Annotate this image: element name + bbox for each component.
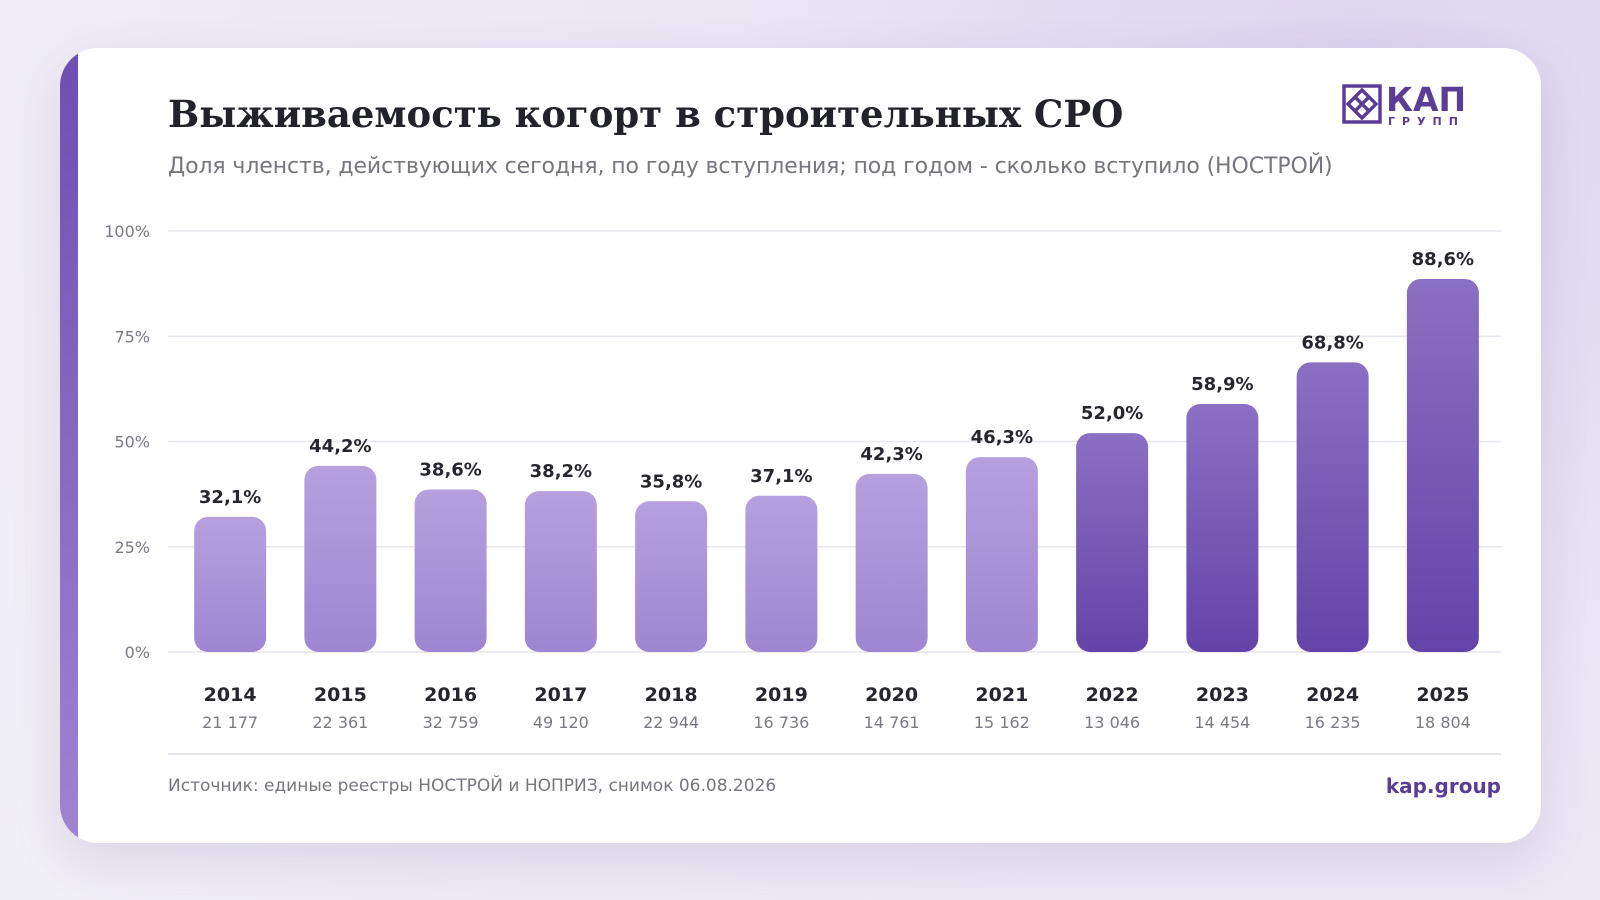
x-tick-label: 2020 <box>865 684 918 706</box>
bar-value-label: 35,8% <box>640 471 702 492</box>
cohort-count-label: 16 736 <box>753 713 809 732</box>
bar-value-label: 88,6% <box>1412 249 1474 270</box>
accent-stripe <box>60 48 78 843</box>
logo-mark-icon <box>1342 84 1382 124</box>
footer-divider <box>168 753 1501 755</box>
x-tick-label: 2015 <box>314 684 367 706</box>
cohort-count-label: 49 120 <box>533 713 589 732</box>
x-tick-label: 2018 <box>645 684 698 706</box>
x-tick-label: 2017 <box>534 684 587 706</box>
source-note: Источник: единые реестры НОСТРОЙ и НОПРИ… <box>168 776 777 796</box>
logo-word: КАП <box>1386 80 1467 119</box>
y-tick-label: 25% <box>114 538 150 557</box>
cohort-count-label: 22 944 <box>643 713 699 732</box>
bar-2016 <box>414 489 487 652</box>
brand-logo: КАП ГРУПП <box>1342 80 1472 128</box>
bar-value-label: 32,1% <box>199 487 261 508</box>
y-tick-label: 75% <box>114 327 150 346</box>
cohort-count-label: 22 361 <box>312 713 368 732</box>
cohort-count-label: 21 177 <box>202 713 258 732</box>
bar-2025 <box>1406 278 1479 652</box>
cohort-count-label: 13 046 <box>1084 713 1140 732</box>
x-tick-label: 2024 <box>1306 684 1359 706</box>
bar-value-label: 46,3% <box>971 427 1033 448</box>
bar-2014 <box>194 516 267 652</box>
bar-value-label: 38,6% <box>419 459 481 480</box>
bar-value-label: 37,1% <box>750 466 812 487</box>
y-tick-label: 100% <box>104 222 150 241</box>
cohort-count-label: 18 804 <box>1415 713 1471 732</box>
bar-2024 <box>1296 362 1369 652</box>
x-tick-label: 2022 <box>1086 684 1139 706</box>
site-link[interactable]: kap.group <box>1385 774 1501 798</box>
bar-value-label: 58,9% <box>1191 374 1253 395</box>
bar-2021 <box>965 457 1038 652</box>
cohort-count-label: 16 235 <box>1305 713 1361 732</box>
bar-2018 <box>635 501 708 652</box>
x-tick-label: 2025 <box>1416 684 1469 706</box>
bar-2022 <box>1076 433 1149 652</box>
x-tick-label: 2019 <box>755 684 808 706</box>
x-tick-label: 2016 <box>424 684 477 706</box>
x-tick-label: 2021 <box>975 684 1028 706</box>
bar-value-label: 68,8% <box>1301 332 1363 353</box>
x-tick-label: 2014 <box>204 684 257 706</box>
bar-2020 <box>855 473 928 652</box>
bar-2017 <box>524 491 597 652</box>
chart-title: Выживаемость когорт в строительных СРО <box>168 92 1124 136</box>
chart-subtitle: Доля членств, действующих сегодня, по го… <box>168 154 1333 179</box>
chart-card: Выживаемость когорт в строительных СРО Д… <box>60 48 1541 843</box>
bar-2015 <box>304 465 377 652</box>
bar-value-label: 38,2% <box>530 461 592 482</box>
bar-2019 <box>745 495 818 652</box>
cohort-count-label: 32 759 <box>423 713 479 732</box>
y-tick-label: 0% <box>125 643 150 662</box>
logo-subword: ГРУПП <box>1388 115 1465 128</box>
bar-value-label: 44,2% <box>309 436 371 457</box>
cohort-count-label: 14 454 <box>1194 713 1250 732</box>
cohort-count-label: 15 162 <box>974 713 1030 732</box>
cohort-count-label: 14 761 <box>864 713 920 732</box>
bar-value-label: 52,0% <box>1081 403 1143 424</box>
x-tick-label: 2023 <box>1196 684 1249 706</box>
bar-chart: 0% 25% 50% 75% 100% 32,1% 2014 21 177 44,2% 2015 2… <box>104 222 1501 732</box>
y-tick-label: 50% <box>114 433 150 452</box>
bar-2023 <box>1186 404 1259 652</box>
bar-value-label: 42,3% <box>860 444 922 465</box>
